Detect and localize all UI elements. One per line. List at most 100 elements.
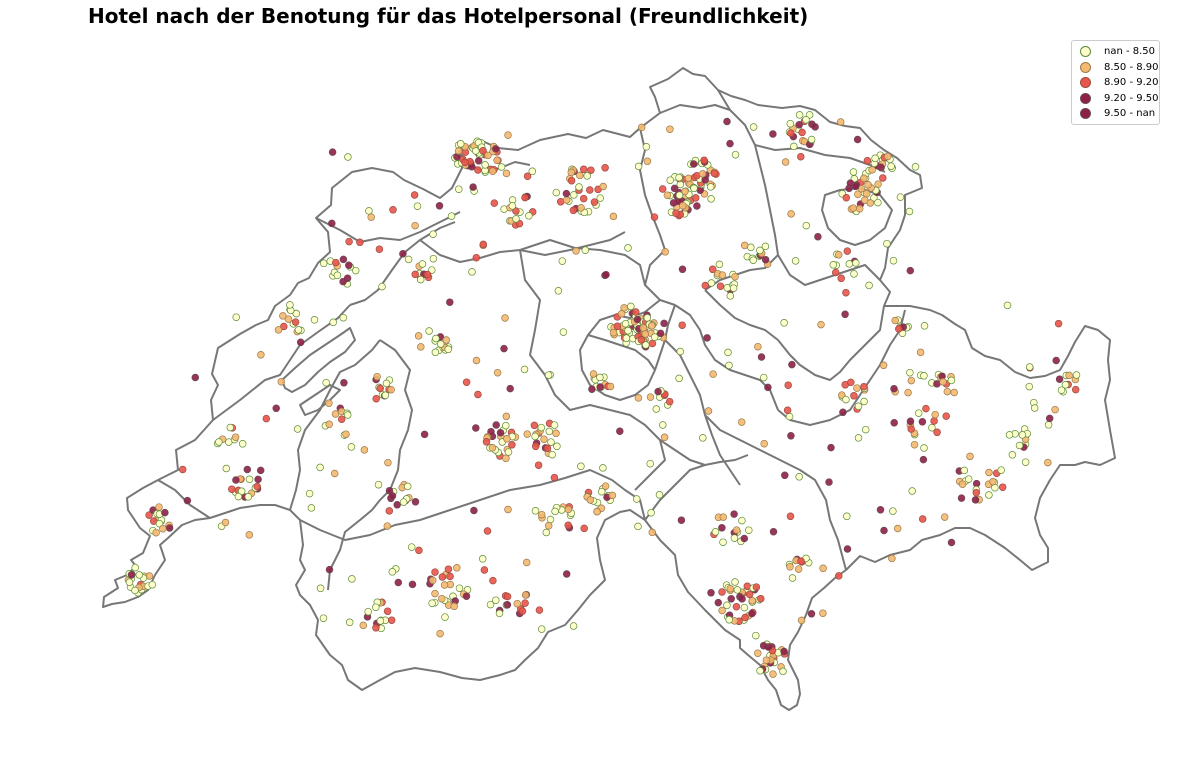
hotel-marker [1065, 371, 1073, 380]
hotel-marker [484, 151, 492, 160]
hotel-marker [940, 513, 949, 521]
hotel-marker [590, 198, 599, 206]
hotel-marker [572, 247, 580, 255]
hotel-marker [791, 257, 800, 265]
hotel-marker [232, 313, 240, 321]
hotel-marker [718, 588, 726, 596]
legend-label: 8.50 - 8.90 [1104, 61, 1159, 73]
hotel-marker [817, 320, 825, 329]
border-bern-lucerne [519, 249, 666, 491]
hotel-marker [732, 526, 741, 534]
hotel-marker [922, 404, 930, 413]
hotel-marker [441, 613, 449, 621]
hotel-marker [438, 573, 447, 581]
hotel-marker [383, 522, 392, 530]
hotel-marker [920, 444, 928, 452]
hotel-marker [387, 385, 395, 394]
hotel-marker [759, 641, 768, 650]
hotel-marker [855, 204, 864, 213]
hotel-marker [971, 496, 980, 504]
hotel-marker [655, 491, 664, 499]
hotel-marker [998, 483, 1007, 491]
hotel-marker [444, 345, 453, 354]
hotel-marker [675, 191, 684, 199]
hotel-marker [939, 378, 947, 386]
border-glarus-graubuenden [777, 305, 885, 381]
hotel-marker [567, 176, 576, 185]
hotel-marker [761, 242, 770, 251]
hotel-marker [469, 183, 477, 191]
legend-entry: 9.50 - nan [1072, 106, 1159, 122]
hotel-marker [495, 609, 504, 618]
border-valais-ticino [644, 464, 706, 521]
hotel-marker [512, 207, 520, 215]
hotel-marker [580, 524, 588, 533]
hotel-marker [237, 487, 246, 496]
hotel-marker [435, 202, 444, 210]
hotel-marker [752, 631, 760, 640]
hotel-marker [310, 316, 319, 324]
hotel-marker [284, 315, 293, 323]
hotel-marker [609, 212, 618, 221]
hotel-marker [749, 123, 758, 131]
hotel-marker [569, 206, 578, 215]
hotel-marker [646, 393, 655, 401]
legend-label: 9.50 - nan [1104, 108, 1156, 120]
hotel-marker [905, 207, 914, 216]
hotel-marker [503, 592, 512, 601]
hotel-marker [478, 555, 487, 563]
border-neuchatel-bern [349, 221, 456, 306]
hotel-marker [245, 531, 254, 539]
hotel-marker [328, 148, 337, 156]
hotel-marker [528, 167, 537, 176]
hotel-marker [637, 123, 646, 132]
hotel-marker [596, 373, 604, 382]
hotel-marker [656, 329, 665, 338]
hotel-marker [481, 161, 489, 169]
hotel-marker [617, 310, 626, 318]
hotel-marker [455, 584, 464, 592]
hotel-marker [764, 383, 772, 392]
hotel-marker [860, 174, 868, 183]
hotel-marker [725, 361, 733, 370]
hotel-marker [231, 433, 240, 441]
hotel-marker [797, 152, 805, 161]
hotel-marker [339, 313, 348, 322]
hotel-marker [870, 194, 878, 202]
hotel-marker [698, 170, 707, 178]
hotel-marker [472, 356, 481, 365]
hotel-marker [389, 206, 397, 214]
hotel-marker [865, 281, 873, 290]
hotel-marker [420, 430, 429, 439]
hotel-marker [919, 455, 928, 464]
hotel-marker [675, 374, 683, 383]
hotel-marker [394, 578, 403, 587]
hotel-marker [479, 240, 488, 249]
hotel-marker [531, 442, 540, 451]
hotel-marker [960, 466, 969, 475]
hotel-marker [431, 568, 439, 576]
hotel-marker [537, 510, 546, 519]
hotel-marker [523, 172, 532, 180]
legend-entry: 8.50 - 8.90 [1072, 60, 1159, 76]
hotel-marker [652, 405, 661, 413]
hotel-marker [847, 378, 855, 387]
hotel-marker [675, 173, 683, 182]
hotel-marker [660, 433, 669, 442]
hotel-marker [226, 423, 235, 432]
hotel-marker [583, 172, 591, 180]
hotel-marker [795, 111, 804, 119]
hotel-marker [152, 528, 160, 537]
border-aargau-lucerne [519, 239, 646, 286]
hotel-marker [769, 130, 777, 138]
hotel-marker [316, 584, 325, 593]
map-legend: nan - 8.50 8.50 - 8.90 8.90 - 9.20 9.20 … [1071, 40, 1160, 125]
hotel-marker [853, 384, 861, 392]
hotel-marker [920, 372, 928, 380]
hotel-marker [1054, 319, 1063, 328]
hotel-marker [436, 340, 445, 348]
hotel-marker [807, 135, 816, 144]
hotel-marker [868, 166, 876, 174]
hotel-marker [715, 260, 724, 269]
